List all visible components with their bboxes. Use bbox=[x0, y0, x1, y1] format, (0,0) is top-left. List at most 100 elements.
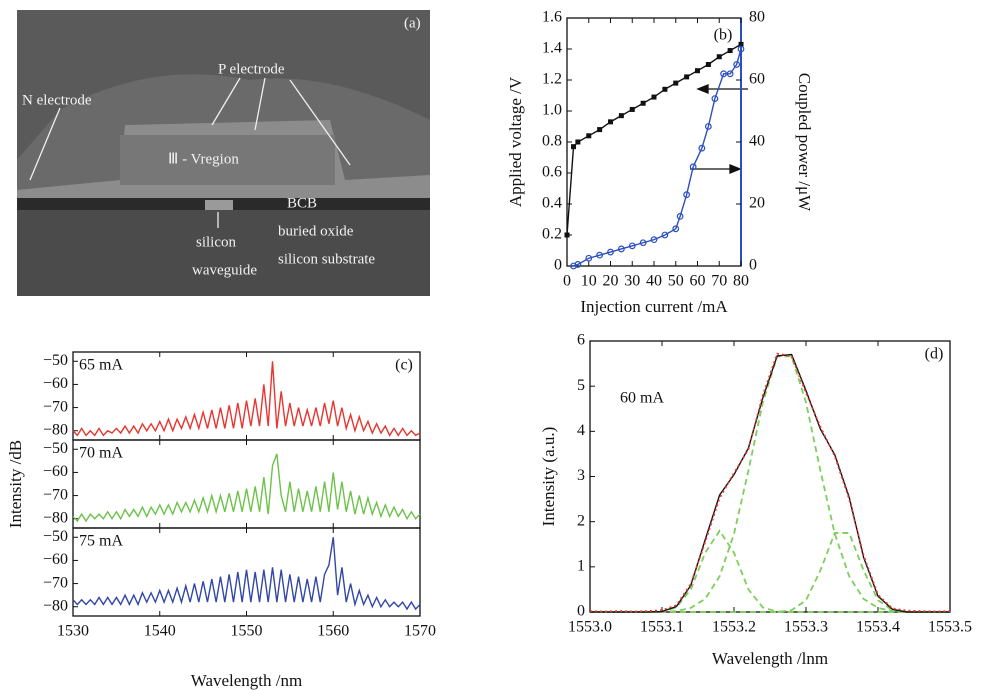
x-tick-label: 80 bbox=[733, 273, 749, 290]
marker bbox=[586, 133, 592, 139]
marker bbox=[683, 191, 691, 199]
marker bbox=[607, 248, 614, 256]
sem-label: waveguide bbox=[192, 262, 257, 278]
y-tick-label: 0 bbox=[577, 603, 585, 620]
x-tick-label: 1553.0 bbox=[568, 619, 612, 636]
sem-region bbox=[120, 135, 335, 185]
marker bbox=[698, 144, 706, 152]
y-tick-label: −70 bbox=[43, 398, 68, 415]
panel-label: (d) bbox=[925, 346, 944, 363]
marker bbox=[639, 239, 647, 247]
y-axis-label: Applied voltage /V bbox=[506, 76, 525, 207]
marker bbox=[629, 106, 635, 112]
panel-label: (a) bbox=[404, 15, 421, 31]
y-tick-label: −80 bbox=[43, 421, 68, 438]
marker bbox=[716, 54, 722, 60]
x-tick-label: 20 bbox=[603, 273, 619, 290]
sem-texture bbox=[17, 10, 430, 160]
marker bbox=[720, 70, 727, 78]
sem-label: silicon substrate bbox=[278, 251, 375, 267]
series-label: 75 mA bbox=[79, 533, 123, 550]
panel-label: (c) bbox=[395, 357, 413, 374]
series-line bbox=[72, 537, 421, 611]
y-tick-label: −50 bbox=[43, 440, 68, 457]
x-axis-label: Injection current /mA bbox=[580, 297, 728, 316]
x-tick-label: 10 bbox=[581, 273, 597, 290]
sem-label: Ⅲ - Vregion bbox=[168, 151, 239, 167]
x-tick-label: 1553.3 bbox=[784, 619, 828, 636]
y-tick-label: −80 bbox=[43, 597, 68, 614]
marker bbox=[661, 231, 669, 239]
sem-label: N electrode bbox=[22, 92, 92, 108]
marker bbox=[608, 119, 613, 125]
marker bbox=[711, 95, 719, 102]
y-tick-label: 4 bbox=[577, 422, 585, 439]
x-tick-label: 1553.4 bbox=[856, 619, 900, 636]
x-tick-label: 50 bbox=[668, 273, 684, 290]
y-axis-label: Intensity (a.u.) bbox=[539, 427, 558, 527]
y-tick-label: −70 bbox=[43, 486, 68, 503]
plot-frame bbox=[566, 17, 742, 267]
y-tick-label: 0.2 bbox=[542, 226, 562, 243]
marker bbox=[726, 70, 734, 78]
x-tick-label: 1550 bbox=[231, 623, 263, 640]
sem-label: BCB bbox=[287, 195, 317, 211]
x-tick-label: 1553.1 bbox=[640, 619, 684, 636]
annotation-arrows bbox=[690, 84, 748, 174]
y-tick-label: 1.4 bbox=[542, 40, 562, 57]
x-tick-label: 0 bbox=[563, 273, 571, 290]
y-axis-label: Intensity /dB bbox=[6, 440, 25, 528]
y-tick-label: 0.4 bbox=[542, 195, 562, 212]
plot-frame bbox=[72, 439, 421, 529]
x-tick-label: 1570 bbox=[404, 623, 436, 640]
y-tick-label: 80 bbox=[749, 9, 765, 26]
marker bbox=[662, 86, 668, 92]
sem-label: buried oxide bbox=[278, 223, 354, 239]
marker bbox=[650, 236, 658, 244]
x-axis-label: Wavelength /nm bbox=[191, 671, 302, 690]
sem-substrate bbox=[17, 210, 430, 296]
series-line bbox=[566, 43, 742, 236]
marker bbox=[585, 254, 593, 262]
marker bbox=[737, 45, 745, 53]
series-line bbox=[590, 532, 950, 613]
marker bbox=[695, 68, 700, 74]
y-tick-label: −50 bbox=[43, 528, 68, 545]
marker bbox=[617, 245, 625, 253]
x-tick-label: 1553.5 bbox=[928, 619, 972, 636]
y-tick-label: 20 bbox=[749, 195, 765, 212]
sem-label: P electrode bbox=[218, 61, 285, 77]
marker bbox=[672, 225, 680, 233]
marker bbox=[628, 242, 636, 250]
marker bbox=[574, 261, 582, 268]
x-tick-label: 30 bbox=[624, 273, 640, 290]
marker bbox=[618, 113, 624, 119]
plot-frame bbox=[589, 340, 951, 613]
series-line bbox=[72, 361, 421, 437]
x-tick-label: 1560 bbox=[317, 623, 349, 640]
y-tick-label: −60 bbox=[43, 551, 68, 568]
series-label: 70 mA bbox=[79, 445, 123, 462]
series-line bbox=[72, 453, 421, 523]
sem-arrows bbox=[29, 77, 351, 228]
x-tick-label: 70 bbox=[711, 273, 727, 290]
y-tick-label: 60 bbox=[749, 71, 765, 88]
y-tick-label: −70 bbox=[43, 574, 68, 591]
sem-label: silicon bbox=[196, 234, 236, 250]
panel-label: (b) bbox=[714, 27, 733, 44]
marker bbox=[673, 80, 679, 86]
y-tick-label: 1.0 bbox=[542, 102, 562, 119]
y-tick-label: −50 bbox=[43, 352, 68, 369]
marker bbox=[596, 251, 604, 259]
sem-waveguide bbox=[205, 200, 233, 210]
x-tick-label: 40 bbox=[646, 273, 662, 290]
y-tick-label: 0 bbox=[554, 257, 562, 274]
marker bbox=[570, 262, 577, 270]
y-tick-label: 5 bbox=[577, 377, 585, 394]
y-tick-label: −60 bbox=[43, 463, 68, 480]
y-tick-label: 1.2 bbox=[542, 71, 562, 88]
x-tick-label: 1530 bbox=[57, 623, 89, 640]
y-tick-label: −60 bbox=[43, 375, 68, 392]
